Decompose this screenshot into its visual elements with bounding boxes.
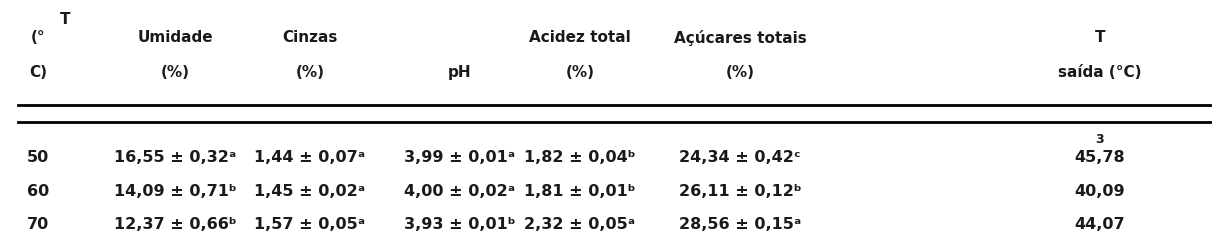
Text: 1,82 ± 0,04ᵇ: 1,82 ± 0,04ᵇ <box>524 150 635 166</box>
Text: (%): (%) <box>726 64 754 79</box>
Text: 70: 70 <box>27 216 49 232</box>
Text: pH: pH <box>448 64 471 79</box>
Text: 12,37 ± 0,66ᵇ: 12,37 ± 0,66ᵇ <box>114 216 236 232</box>
Text: 28,56 ± 0,15ᵃ: 28,56 ± 0,15ᵃ <box>679 216 802 232</box>
Text: Cinzas: Cinzas <box>283 30 338 46</box>
Text: 45,78: 45,78 <box>1075 150 1125 166</box>
Text: 3,93 ± 0,01ᵇ: 3,93 ± 0,01ᵇ <box>404 216 515 232</box>
Text: Umidade: Umidade <box>137 30 213 46</box>
Text: 1,45 ± 0,02ᵃ: 1,45 ± 0,02ᵃ <box>255 184 366 198</box>
Text: 2,32 ± 0,05ᵃ: 2,32 ± 0,05ᵃ <box>524 216 635 232</box>
Text: (%): (%) <box>160 64 190 79</box>
Text: 1,57 ± 0,05ᵃ: 1,57 ± 0,05ᵃ <box>255 216 366 232</box>
Text: 44,07: 44,07 <box>1075 216 1125 232</box>
Text: (%): (%) <box>295 64 324 79</box>
Text: (°: (° <box>31 30 45 46</box>
Text: 3,99 ± 0,01ᵃ: 3,99 ± 0,01ᵃ <box>404 150 515 166</box>
Text: T: T <box>60 12 70 27</box>
Text: T: T <box>1094 30 1105 46</box>
Text: 24,34 ± 0,42ᶜ: 24,34 ± 0,42ᶜ <box>679 150 800 166</box>
Text: Açúcares totais: Açúcares totais <box>673 30 807 46</box>
Text: 3: 3 <box>1095 133 1104 146</box>
Text: 1,44 ± 0,07ᵃ: 1,44 ± 0,07ᵃ <box>255 150 366 166</box>
Text: saída (°C): saída (°C) <box>1059 64 1142 79</box>
Text: (%): (%) <box>565 64 595 79</box>
Text: 4,00 ± 0,02ᵃ: 4,00 ± 0,02ᵃ <box>404 184 515 198</box>
Text: 60: 60 <box>27 184 49 198</box>
Text: 16,55 ± 0,32ᵃ: 16,55 ± 0,32ᵃ <box>114 150 236 166</box>
Text: C): C) <box>29 64 47 79</box>
Text: 1,81 ± 0,01ᵇ: 1,81 ± 0,01ᵇ <box>524 184 635 198</box>
Text: 50: 50 <box>27 150 49 166</box>
Text: 40,09: 40,09 <box>1075 184 1125 198</box>
Text: 26,11 ± 0,12ᵇ: 26,11 ± 0,12ᵇ <box>678 184 802 198</box>
Text: 14,09 ± 0,71ᵇ: 14,09 ± 0,71ᵇ <box>114 184 236 198</box>
Text: Acidez total: Acidez total <box>529 30 630 46</box>
